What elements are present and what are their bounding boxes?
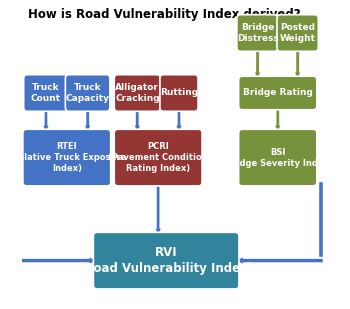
Polygon shape <box>43 108 49 133</box>
FancyBboxPatch shape <box>114 129 202 186</box>
Text: RVI
(Road Vulnerability Index): RVI (Road Vulnerability Index) <box>79 246 253 275</box>
Polygon shape <box>134 108 140 133</box>
Text: BSI
(Bridge Severity Index): BSI (Bridge Severity Index) <box>222 147 333 167</box>
Polygon shape <box>17 182 21 257</box>
FancyBboxPatch shape <box>160 75 198 111</box>
FancyBboxPatch shape <box>93 232 239 289</box>
Text: RTEI
(Relative Truck Exposure
Index): RTEI (Relative Truck Exposure Index) <box>8 142 126 173</box>
Polygon shape <box>17 257 97 264</box>
Text: Truck
Count: Truck Count <box>31 83 61 103</box>
Text: Posted
Weight: Posted Weight <box>280 23 316 43</box>
FancyBboxPatch shape <box>65 75 110 111</box>
FancyBboxPatch shape <box>24 75 68 111</box>
Polygon shape <box>255 48 260 80</box>
Text: Rutting: Rutting <box>160 88 198 97</box>
Text: How is Road Vulnerability Index derived?: How is Road Vulnerability Index derived? <box>28 8 301 21</box>
FancyBboxPatch shape <box>23 129 111 186</box>
Text: Alligator
Cracking: Alligator Cracking <box>115 83 160 103</box>
FancyBboxPatch shape <box>239 129 317 186</box>
Text: Bridge Rating: Bridge Rating <box>243 88 313 97</box>
FancyBboxPatch shape <box>239 76 317 110</box>
Polygon shape <box>295 48 301 80</box>
FancyBboxPatch shape <box>237 15 278 51</box>
FancyBboxPatch shape <box>277 15 318 51</box>
Polygon shape <box>155 182 161 236</box>
Text: PCRI
(Pavement Condition
Rating Index): PCRI (Pavement Condition Rating Index) <box>108 142 208 173</box>
Polygon shape <box>319 182 323 257</box>
Polygon shape <box>176 108 182 133</box>
Polygon shape <box>275 106 281 133</box>
Text: Bridge
Distress: Bridge Distress <box>237 23 278 43</box>
Polygon shape <box>85 108 91 133</box>
FancyBboxPatch shape <box>114 75 160 111</box>
Text: Truck
Capacity: Truck Capacity <box>66 83 110 103</box>
Polygon shape <box>235 257 323 264</box>
